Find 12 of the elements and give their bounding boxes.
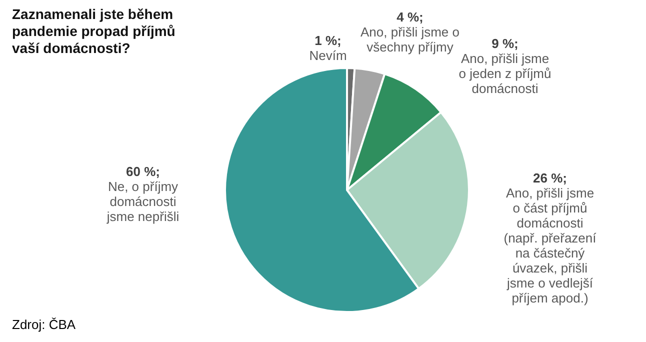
data-label: 60 %; xyxy=(126,164,160,179)
data-label: 9 %; xyxy=(492,36,518,51)
text: Zaznamenali jste během pandemie propad příjmů vaší domácnosti? xyxy=(12,6,176,56)
data-label: 4 %; xyxy=(396,10,424,24)
slice-label: Ne, o příjmy domácnosti jsme nepřišli xyxy=(106,179,180,224)
slice-label: Nevím xyxy=(309,48,347,63)
slice-label: Ano, přišli jsme o část příjmů domácnosti (např. přeřazení na částečný úvazek, přišli jsme o vedlejší příjem apod.) xyxy=(504,186,597,306)
data-label: 26 %; xyxy=(533,170,567,186)
slice-label: Ano, přišli jsme o všechny příjmy xyxy=(360,24,460,54)
data-label: 1 %; xyxy=(314,33,342,48)
slice-label: Ano, přišli jsme o jeden z příjmů domácnosti xyxy=(458,51,552,96)
text: Zdroj: ČBA xyxy=(12,317,76,332)
